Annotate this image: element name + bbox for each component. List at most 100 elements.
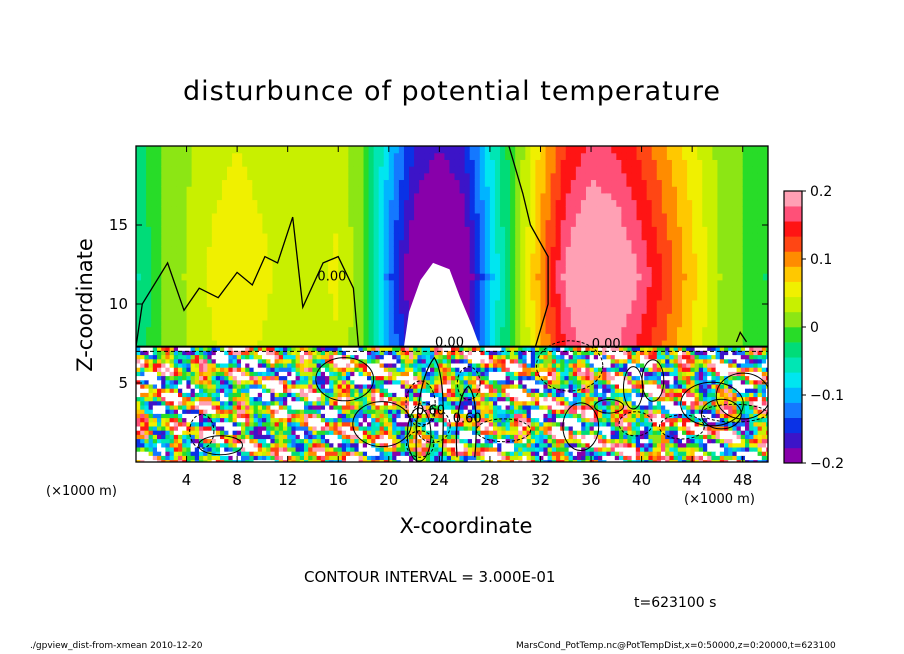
- heat-cell: [312, 350, 318, 356]
- heat-cell: [338, 293, 344, 301]
- heat-cell: [677, 376, 683, 381]
- heat-cell: [373, 152, 380, 160]
- heat-cell: [530, 246, 537, 254]
- heat-cell: [186, 286, 193, 294]
- heat-cell: [383, 172, 390, 181]
- heat-cell: [161, 380, 166, 385]
- heat-cell: [404, 350, 410, 356]
- heat-cell: [596, 232, 602, 241]
- heat-cell: [237, 299, 243, 308]
- heat-cell: [505, 326, 511, 334]
- heat-cell: [419, 192, 425, 201]
- heat-cell: [570, 313, 577, 321]
- heat-cell: [616, 159, 622, 167]
- heat-cell: [424, 186, 430, 194]
- heat-cell: [363, 319, 370, 328]
- heat-cell: [474, 306, 481, 314]
- heat-cell: [463, 371, 469, 377]
- heat-cell: [565, 293, 572, 301]
- heat-cell: [606, 212, 612, 221]
- heat-cell: [161, 333, 167, 341]
- heat-cell: [216, 206, 223, 214]
- heat-cell: [277, 179, 284, 187]
- heat-cell: [525, 239, 531, 247]
- heat-cell: [732, 299, 739, 308]
- heat-cell: [241, 359, 246, 364]
- heat-cell: [328, 266, 334, 274]
- heat-cell: [707, 333, 713, 341]
- heat-cell: [211, 363, 217, 369]
- heat-cell: [575, 259, 582, 267]
- heat-cell: [520, 259, 526, 267]
- heat-cell: [676, 192, 683, 201]
- heat-cell: [346, 376, 351, 381]
- heat-cell: [724, 346, 729, 352]
- heat-cell: [484, 259, 491, 267]
- heat-cell: [186, 367, 192, 373]
- heat-cell: [388, 350, 393, 356]
- heat-cell: [368, 206, 375, 214]
- heat-cell: [353, 326, 360, 334]
- heat-cell: [252, 166, 258, 174]
- heat-cell: [509, 363, 515, 369]
- heat-cell: [379, 350, 385, 356]
- heat-cell: [515, 273, 521, 281]
- heat-cell: [206, 266, 213, 274]
- heat-cell: [621, 192, 628, 201]
- heat-cell: [505, 266, 511, 274]
- heat-cell: [216, 286, 223, 294]
- heat-cell: [388, 306, 395, 314]
- heat-cell: [262, 350, 267, 356]
- heat-cell: [697, 326, 703, 334]
- heat-cell: [601, 293, 607, 301]
- heat-cell: [747, 293, 754, 301]
- heat-cell: [577, 355, 582, 360]
- heat-cell: [593, 363, 599, 369]
- heat-cell: [181, 239, 188, 247]
- heat-cell: [182, 346, 187, 352]
- heat-cell: [292, 226, 299, 234]
- heat-cell: [398, 192, 405, 201]
- heat-cell: [515, 333, 521, 341]
- heat-cell: [545, 319, 552, 328]
- heat-cell: [241, 350, 246, 356]
- heat-cell: [141, 219, 147, 227]
- heat-cell: [580, 279, 587, 288]
- heat-cell: [318, 192, 324, 201]
- heat-cell: [398, 319, 405, 328]
- heat-cell: [136, 333, 142, 341]
- heat-cell: [757, 371, 763, 377]
- heat-cell: [560, 152, 567, 160]
- heat-cell: [565, 166, 572, 174]
- heat-cell: [403, 306, 410, 314]
- heat-cell: [500, 326, 506, 334]
- heat-cell: [272, 306, 279, 314]
- heat-cell: [216, 152, 223, 160]
- heat-cell: [621, 159, 628, 167]
- heat-cell: [479, 226, 486, 234]
- heat-cell: [341, 376, 347, 381]
- heat-cell: [661, 179, 668, 187]
- heat-cell: [417, 367, 423, 373]
- heat-cell: [297, 206, 304, 214]
- heat-cell: [297, 266, 304, 274]
- heat-cell: [514, 376, 519, 381]
- heat-cell: [232, 259, 238, 267]
- heat-cell: [215, 371, 221, 377]
- heat-cell: [338, 326, 344, 334]
- heat-cell: [272, 212, 279, 221]
- heat-cell: [535, 146, 542, 154]
- heat-cell: [636, 226, 643, 234]
- heat-cell: [409, 146, 415, 154]
- heat-cell: [434, 239, 440, 247]
- heat-cell: [505, 146, 511, 154]
- heat-cell: [206, 219, 213, 227]
- heat-cell: [171, 299, 178, 308]
- heat-cell: [430, 359, 435, 364]
- heat-cell: [761, 359, 767, 364]
- heat-cell: [169, 359, 175, 364]
- heat-cell: [484, 212, 491, 221]
- heat-cell: [196, 219, 203, 227]
- heat-cell: [666, 152, 673, 160]
- heat-cell: [236, 359, 242, 364]
